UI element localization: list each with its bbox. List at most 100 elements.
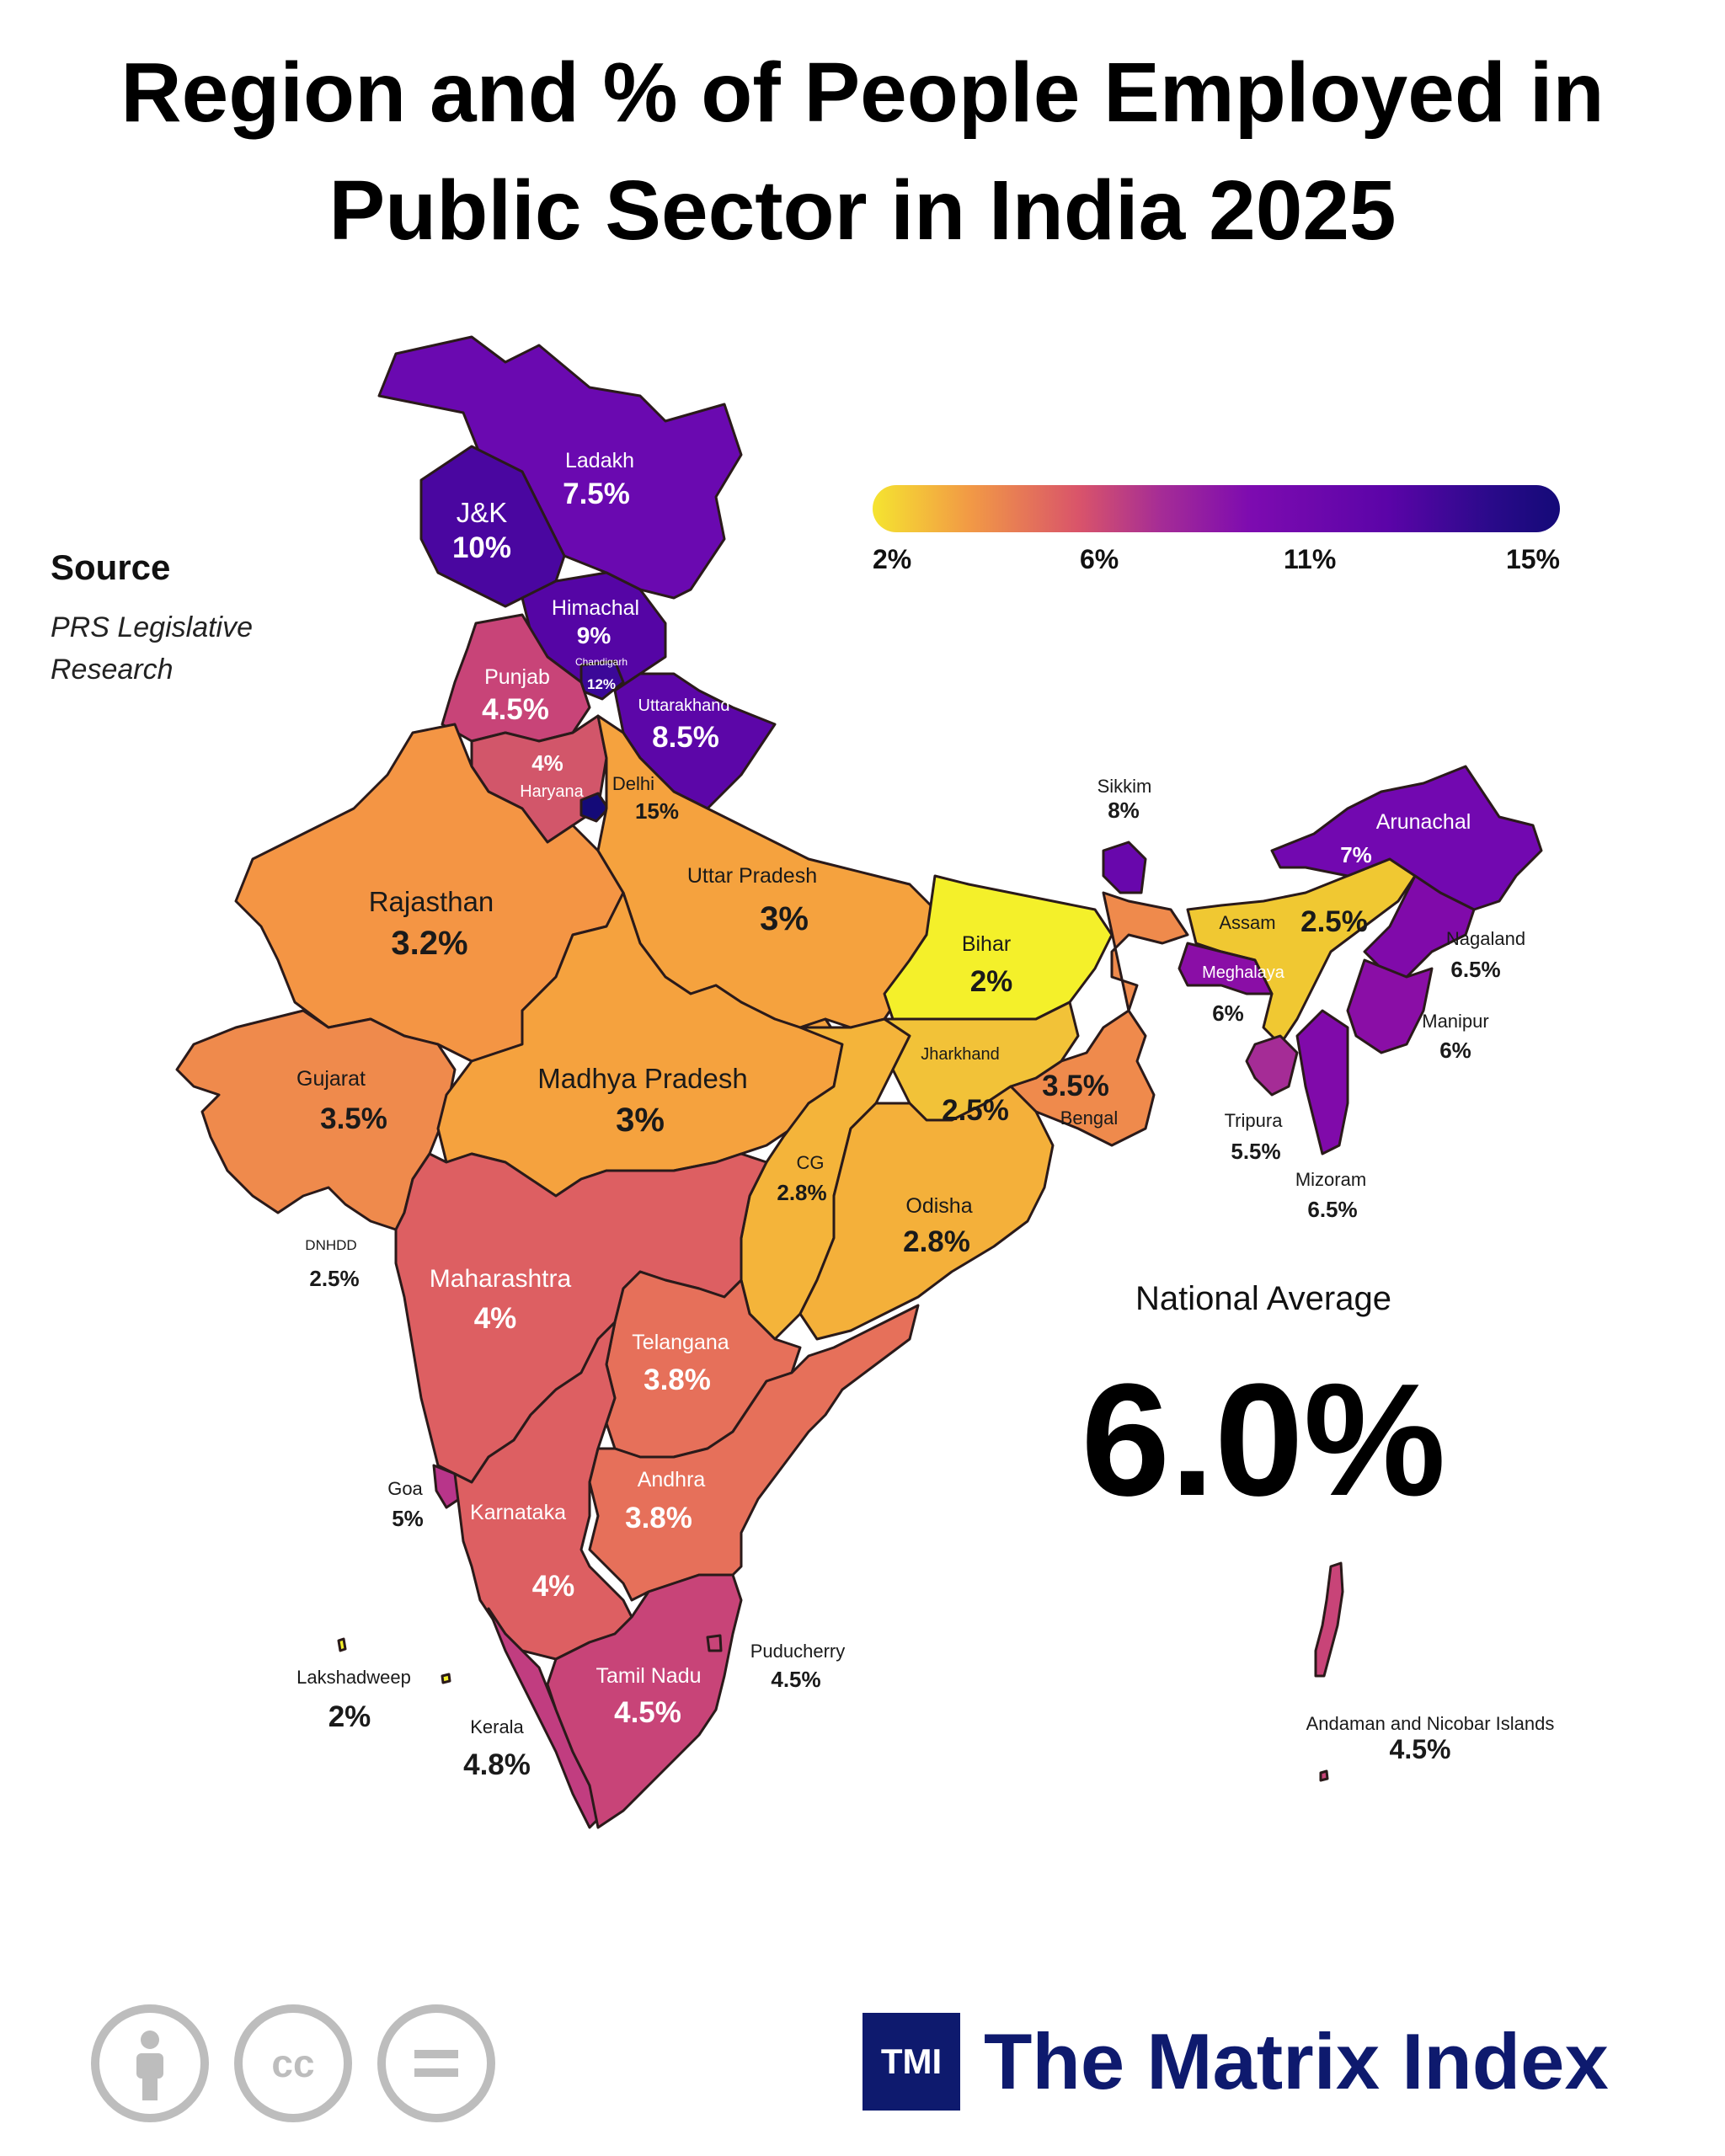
label-name-arunachal: Arunachal bbox=[1376, 810, 1471, 834]
label-name-kerala: Kerala bbox=[470, 1716, 524, 1737]
label-value-puducherry: 4.5% bbox=[771, 1667, 820, 1692]
page-title: Region and % of People Employed in Publi… bbox=[0, 34, 1725, 270]
label-value-mizoram: 6.5% bbox=[1307, 1197, 1357, 1222]
svg-text:cc: cc bbox=[271, 2041, 314, 2085]
label-value-delhi: 15% bbox=[635, 798, 679, 824]
region-shape-delhi[interactable] bbox=[579, 792, 610, 823]
label-value-odisha: 2.8% bbox=[903, 1225, 970, 1258]
region-shape-sikkim[interactable] bbox=[1102, 841, 1147, 894]
label-value-bengal: 3.5% bbox=[1042, 1070, 1109, 1102]
label-name-andhra: Andhra bbox=[638, 1468, 706, 1492]
region-shape-jharkhand[interactable] bbox=[883, 1001, 1080, 1122]
label-value-jharkhand: 2.5% bbox=[942, 1094, 1009, 1127]
no-derivatives-icon bbox=[377, 2004, 495, 2122]
label-name-rajasthan: Rajasthan bbox=[369, 886, 494, 917]
label-value-cg: 2.8% bbox=[777, 1180, 826, 1205]
national-average-label: National Average bbox=[1135, 1280, 1391, 1317]
label-value-nagaland: 6.5% bbox=[1450, 957, 1500, 982]
label-name-mp: Madhya Pradesh bbox=[537, 1063, 747, 1094]
label-value-maharashtra: 4% bbox=[474, 1302, 517, 1335]
label-name-assam: Assam bbox=[1219, 912, 1275, 933]
region-shape-andhra[interactable] bbox=[588, 1304, 920, 1602]
label-value-tripura: 5.5% bbox=[1231, 1139, 1280, 1164]
label-name-sikkim: Sikkim bbox=[1097, 776, 1152, 797]
region-shape-meghalaya[interactable] bbox=[1178, 942, 1274, 995]
label-name-meghalaya: Meghalaya bbox=[1202, 963, 1285, 982]
region-shape-lakshadweep[interactable] bbox=[337, 1637, 451, 1684]
label-value-up: 3% bbox=[760, 900, 809, 937]
label-name-karnataka: Karnataka bbox=[470, 1501, 566, 1524]
label-name-up: Uttar Pradesh bbox=[687, 864, 817, 888]
color-legend: 2% 6% 11% 15% bbox=[873, 485, 1560, 586]
label-value-meghalaya: 6% bbox=[1212, 1001, 1244, 1026]
label-name-himachal: Himachal bbox=[552, 596, 639, 620]
label-name-telangana: Telangana bbox=[632, 1331, 729, 1354]
label-value-telangana: 3.8% bbox=[644, 1364, 711, 1396]
label-name-chandigarh: Chandigarh bbox=[575, 656, 628, 668]
label-value-mp: 3% bbox=[616, 1102, 665, 1139]
label-name-tripura: Tripura bbox=[1225, 1110, 1284, 1131]
label-value-gujarat: 3.5% bbox=[320, 1102, 387, 1135]
legend-tick-3: 11% bbox=[1284, 544, 1337, 574]
label-name-odisha: Odisha bbox=[905, 1194, 972, 1218]
label-name-mizoram: Mizoram bbox=[1295, 1169, 1366, 1190]
label-value-himachal: 9% bbox=[577, 622, 611, 648]
region-shape-arunachal[interactable] bbox=[1270, 765, 1543, 911]
region-shape-tamilnadu[interactable] bbox=[546, 1573, 743, 1829]
legend-tick-2: 6% bbox=[1080, 544, 1119, 574]
label-value-bihar: 2% bbox=[970, 965, 1013, 998]
legend-ticks: 2% 6% 11% 15% bbox=[873, 544, 1560, 586]
label-value-arunachal: 7% bbox=[1340, 842, 1372, 867]
label-name-dnhdd: DNHDD bbox=[305, 1237, 356, 1253]
state-shapes bbox=[175, 335, 1543, 1829]
region-shape-nagaland[interactable] bbox=[1363, 874, 1476, 979]
region-shape-odisha[interactable] bbox=[798, 1085, 1055, 1341]
brand-name: The Matrix Index bbox=[984, 2017, 1609, 2105]
label-name-manipur: Manipur bbox=[1422, 1011, 1488, 1032]
label-value-chandigarh: 12% bbox=[587, 676, 616, 692]
label-name-uttarakhand: Uttarakhand bbox=[638, 696, 730, 715]
label-name-andaman: Andaman and Nicobar Islands bbox=[1306, 1713, 1555, 1734]
region-shape-manipur[interactable] bbox=[1346, 958, 1434, 1054]
national-average-value: 6.0% bbox=[1081, 1351, 1446, 1529]
region-shape-puducherry[interactable] bbox=[706, 1634, 723, 1652]
title-line-2: Public Sector in India 2025 bbox=[328, 163, 1397, 258]
region-shape-bengal[interactable] bbox=[1009, 891, 1189, 1147]
label-name-bihar: Bihar bbox=[962, 932, 1011, 956]
label-name-delhi: Delhi bbox=[612, 773, 654, 794]
label-value-andhra: 3.8% bbox=[625, 1502, 692, 1534]
region-shape-goa[interactable] bbox=[432, 1464, 461, 1509]
label-value-jk: 10% bbox=[452, 531, 511, 564]
region-shape-mizoram[interactable] bbox=[1295, 1009, 1349, 1155]
label-value-ladakh: 7.5% bbox=[563, 478, 630, 510]
legend-gradient-bar bbox=[873, 485, 1560, 532]
label-value-rajasthan: 3.2% bbox=[391, 925, 467, 962]
label-value-manipur: 6% bbox=[1439, 1038, 1471, 1063]
label-value-haryana: 4% bbox=[531, 750, 563, 776]
label-value-goa: 5% bbox=[392, 1506, 424, 1531]
label-value-sikkim: 8% bbox=[1108, 798, 1140, 823]
label-name-bengal: Bengal bbox=[1060, 1107, 1119, 1129]
label-name-gujarat: Gujarat bbox=[296, 1067, 366, 1091]
source-text: PRS Legislative Research bbox=[51, 611, 254, 686]
legend-tick-min: 2% bbox=[873, 544, 912, 574]
title-line-1: Region and % of People Employed in bbox=[120, 45, 1605, 140]
attribution-icon bbox=[91, 2004, 209, 2122]
label-value-karnataka: 4% bbox=[532, 1570, 575, 1603]
label-value-dnhdd: 2.5% bbox=[309, 1266, 359, 1291]
label-value-kerala: 4.8% bbox=[463, 1748, 531, 1781]
label-name-ladakh: Ladakh bbox=[565, 449, 634, 472]
source-heading: Source bbox=[51, 547, 171, 587]
label-value-uttarakhand: 8.5% bbox=[652, 721, 719, 754]
state-labels: Ladakh 7.5% J&K 10% Himachal 9% Chandiga… bbox=[296, 449, 1554, 1781]
label-name-puducherry: Puducherry bbox=[750, 1641, 846, 1662]
label-value-tamilnadu: 4.5% bbox=[614, 1696, 681, 1729]
region-shape-andaman[interactable] bbox=[1314, 1561, 1344, 1782]
label-value-punjab: 4.5% bbox=[482, 693, 549, 726]
label-name-haryana: Haryana bbox=[520, 782, 584, 801]
brand-logo: TMI bbox=[862, 2013, 960, 2111]
cc-icon: cc bbox=[234, 2004, 352, 2122]
region-shape-tripura[interactable] bbox=[1245, 1034, 1299, 1097]
label-name-nagaland: Nagaland bbox=[1446, 928, 1525, 949]
